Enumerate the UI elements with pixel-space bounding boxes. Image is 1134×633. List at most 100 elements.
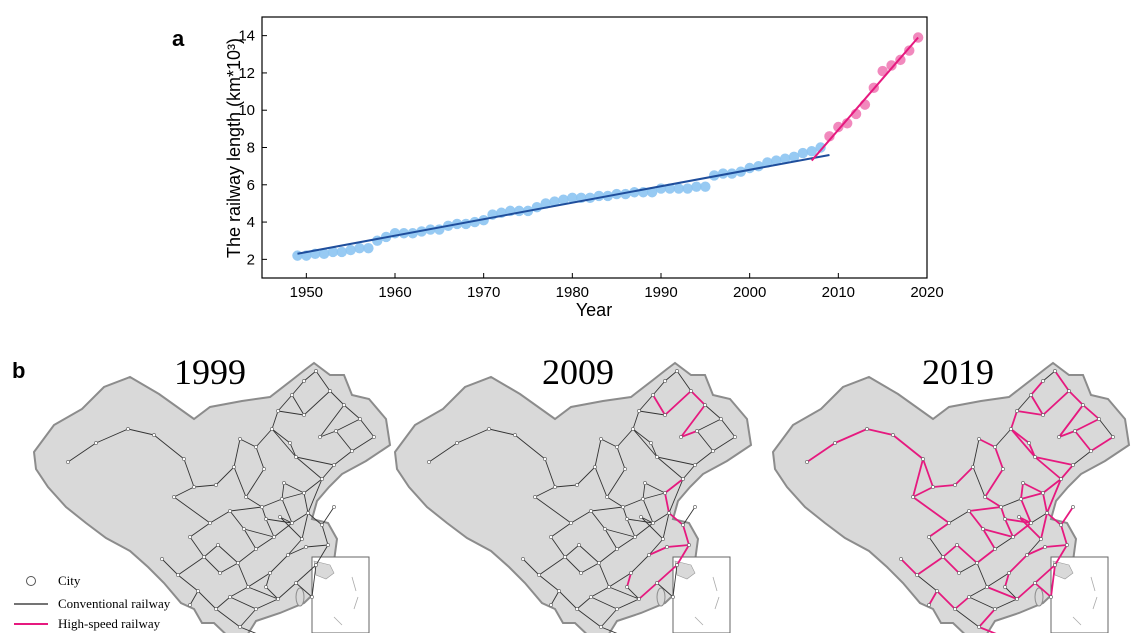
- conventional-railway: [954, 608, 980, 628]
- high-speed-railway: [1008, 554, 1028, 574]
- y-axis-ticks: 2 4 6 8 10 12 14: [238, 28, 267, 268]
- conventional-railway: [229, 596, 257, 610]
- conventional-railway: [606, 496, 624, 508]
- conventional-railway: [632, 428, 652, 444]
- conventional-railway: [456, 428, 490, 444]
- conventional-railway: [277, 394, 293, 412]
- conventional-railway: [209, 510, 231, 524]
- city-node: [589, 509, 593, 513]
- city-node: [427, 460, 431, 464]
- fit-line: [810, 36, 919, 162]
- data-point: [779, 153, 791, 164]
- city-node: [665, 545, 669, 549]
- conventional-railway: [233, 438, 241, 468]
- city-node: [214, 607, 218, 611]
- city-node: [549, 535, 553, 539]
- city-node: [977, 437, 981, 441]
- city-node: [977, 625, 981, 629]
- conventional-railway: [1026, 538, 1042, 556]
- city-node: [569, 521, 573, 525]
- conventional-railway: [281, 492, 305, 500]
- city-node: [621, 505, 625, 509]
- high-speed-railway: [928, 522, 950, 538]
- city-node: [615, 547, 619, 551]
- city-node: [276, 409, 280, 413]
- high-speed-railway: [834, 428, 868, 444]
- conventional-railway: [522, 558, 540, 576]
- city-node: [681, 523, 685, 527]
- city-node: [192, 485, 196, 489]
- high-speed-railway: [1010, 428, 1036, 458]
- conventional-railway: [598, 562, 610, 588]
- conventional-railway: [239, 438, 257, 448]
- conventional-railway: [239, 626, 257, 633]
- city-node: [955, 543, 959, 547]
- city-node: [328, 389, 332, 393]
- conventional-railway: [215, 608, 241, 628]
- city-node: [487, 427, 491, 431]
- city-node: [1015, 597, 1019, 601]
- city-node: [733, 435, 737, 439]
- city-node: [286, 553, 290, 557]
- city-node: [655, 455, 659, 459]
- high-speed-railway: [1020, 492, 1044, 500]
- city-node: [1053, 369, 1057, 373]
- city-node: [693, 505, 697, 509]
- city-node: [805, 460, 809, 464]
- city-node: [1049, 595, 1053, 599]
- conventional-railway: [271, 410, 279, 430]
- city-node: [126, 427, 130, 431]
- high-speed-railway: [806, 442, 836, 463]
- city-node: [967, 509, 971, 513]
- city-legend-symbol: [26, 576, 36, 586]
- conventional-railway: [622, 498, 644, 508]
- city-node: [228, 595, 232, 599]
- city-node: [563, 555, 567, 559]
- x-tick-label: 1970: [467, 284, 500, 301]
- city-node: [667, 511, 671, 515]
- conventional-railway: [239, 608, 257, 628]
- high-speed-railway: [954, 466, 974, 486]
- city-node: [711, 449, 715, 453]
- high-speed-railway: [1054, 370, 1070, 392]
- conventional-railway: [604, 528, 636, 538]
- city-node: [533, 495, 537, 499]
- y-tick-label: 10: [238, 102, 255, 119]
- high-speed-railway: [690, 390, 706, 406]
- conventional-railway: [321, 464, 335, 480]
- city-node: [1015, 409, 1019, 413]
- conventional-railway: [712, 436, 736, 452]
- city-node: [625, 585, 629, 589]
- high-speed-railway: [1010, 428, 1030, 444]
- city-node: [975, 561, 979, 565]
- city-node: [332, 463, 336, 467]
- city-node: [993, 445, 997, 449]
- conventional-railway: [291, 512, 309, 524]
- data-point: [824, 131, 835, 142]
- city-node: [264, 517, 268, 521]
- city-node: [1067, 389, 1071, 393]
- conventional-railway: [281, 498, 293, 524]
- city-node: [188, 603, 192, 607]
- conventional-railway: [720, 418, 736, 438]
- city-node: [865, 427, 869, 431]
- high-speed-railway: [892, 434, 924, 460]
- city-legend-label: City: [58, 573, 81, 588]
- city-node: [350, 449, 354, 453]
- conventional-railway: [1000, 498, 1022, 508]
- conventional-railway: [303, 492, 309, 514]
- city-node: [695, 429, 699, 433]
- conventional-railway: [287, 538, 303, 556]
- city-node: [1111, 435, 1115, 439]
- x-tick-label: 1980: [556, 284, 589, 301]
- conventional-railway: [916, 574, 938, 592]
- high-speed-railway: [626, 572, 632, 588]
- conventional-railway: [682, 464, 696, 480]
- high-speed-railway: [982, 528, 996, 550]
- highspeed-legend-label: High-speed railway: [58, 616, 161, 631]
- conventional-railway: [281, 482, 285, 500]
- data-point: [336, 246, 347, 258]
- city-node: [953, 607, 957, 611]
- high-speed-railway: [1030, 380, 1044, 396]
- conventional-railway: [704, 404, 722, 420]
